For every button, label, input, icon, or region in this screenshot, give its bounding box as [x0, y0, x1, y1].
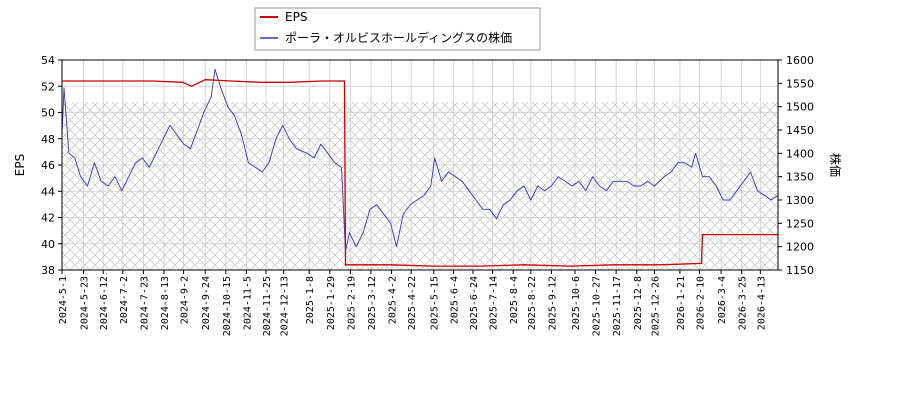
- x-tick-label: 2026-1-21: [676, 276, 687, 330]
- right-tick-label: 1450: [786, 124, 814, 137]
- x-tick-label: 2024-6-12: [99, 276, 110, 330]
- series-lines: [62, 68, 778, 267]
- right-tick-label: 1400: [786, 147, 814, 160]
- left-tick-label: 38: [41, 264, 55, 277]
- x-tick-label: 2025-6-24: [469, 276, 480, 330]
- left-tick-label: 44: [41, 185, 55, 198]
- hatched-price-region: [62, 102, 778, 270]
- right-tick-label: 1200: [786, 241, 814, 254]
- left-tick-label: 48: [41, 133, 55, 146]
- x-tick-label: 2024-11-5: [242, 276, 253, 330]
- x-tick-label: 2024-9-24: [201, 276, 212, 330]
- x-tick-label: 2025-1-29: [326, 276, 337, 330]
- legend-label-eps: EPS: [285, 10, 307, 24]
- x-tick-label: 2026-3-4: [717, 276, 728, 324]
- right-tick-label: 1300: [786, 194, 814, 207]
- x-tick-label: 2025-10-6: [571, 276, 582, 330]
- x-tick-label: 2025-4-2: [388, 276, 399, 324]
- x-tick-label: 2024-9-2: [180, 276, 191, 324]
- x-tick-label: 2025-2-19: [346, 276, 357, 330]
- x-tick-label: 2026-2-10: [696, 276, 707, 330]
- x-tick-label: 2025-12-26: [650, 276, 661, 336]
- x-tick-label: 2024-11-25: [262, 276, 273, 336]
- left-tick-label: 46: [41, 159, 55, 172]
- right-tick-label: 1550: [786, 77, 814, 90]
- series-line-price: [62, 68, 778, 252]
- x-tick-label: 2025-9-12: [547, 276, 558, 330]
- x-tick-label: 2024-5-1: [58, 276, 69, 324]
- x-tick-label: 2025-8-4: [509, 276, 520, 324]
- x-tick-label: 2024-5-23: [80, 276, 91, 330]
- x-tick-label: 2025-1-8: [305, 276, 316, 324]
- right-axis: 1150 1200 1250 1300 1350 1400 1450 1500 1550 1600: [778, 54, 814, 277]
- x-tick-label: 2025-11-17: [612, 276, 623, 336]
- right-tick-label: 1250: [786, 217, 814, 230]
- x-tick-label: 2024-10-15: [222, 276, 233, 336]
- x-tick-label: 2025-5-15: [430, 276, 441, 330]
- right-tick-label: 1600: [786, 54, 814, 67]
- x-tick-label: 2024-8-13: [160, 276, 171, 330]
- right-tick-label: 1350: [786, 171, 814, 184]
- left-tick-label: 52: [41, 80, 55, 93]
- right-tick-label: 1150: [786, 264, 814, 277]
- grid: [61, 59, 778, 271]
- x-tick-label: 2024-7-23: [139, 276, 150, 330]
- left-tick-label: 40: [41, 238, 55, 251]
- x-tick-label: 2025-4-22: [407, 276, 418, 330]
- x-tick-label: 2026-4-13: [756, 276, 767, 330]
- left-tick-label: 50: [41, 107, 55, 120]
- x-tick-label: 2025-8-22: [527, 276, 538, 330]
- right-axis-label: 株価: [828, 153, 843, 177]
- legend-box: [254, 7, 541, 51]
- left-tick-label: 42: [41, 212, 55, 225]
- x-tick-label: 2024-12-13: [280, 276, 291, 336]
- left-axis: 38 40 42 44 46 48 50 52 54: [41, 54, 62, 277]
- x-tick-label: 2025-10-27: [592, 276, 603, 336]
- right-tick-label: 1500: [786, 101, 814, 114]
- x-tick-label: 2026-3-25: [738, 276, 749, 330]
- legend: EPS ポーラ・オルビスホールディングスの株価: [254, 7, 541, 51]
- x-tick-label: 2025-12-8: [633, 276, 644, 330]
- x-axis: 2024-5-1 2024-5-23 2024-6-12 2024-7-2 2024-7…: [58, 270, 767, 336]
- series-line-eps: [62, 79, 778, 267]
- x-tick-label: 2025-6-4: [449, 276, 460, 324]
- x-tick-label: 2025-3-12: [367, 276, 378, 330]
- x-tick-label: 2025-7-14: [489, 276, 500, 330]
- left-tick-label: 54: [41, 54, 55, 67]
- legend-label-price: ポーラ・オルビスホールディングスの株価: [285, 30, 512, 45]
- left-axis-label: EPS: [13, 154, 27, 176]
- x-tick-label: 2024-7-2: [119, 276, 130, 324]
